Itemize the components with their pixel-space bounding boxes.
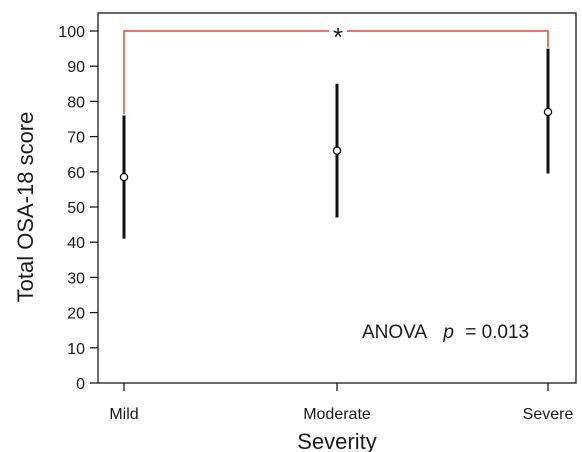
y-axis-title: Total OSA-18 score — [13, 112, 38, 303]
y-tick-label: 100 — [58, 24, 85, 41]
mean-point-mild — [119, 172, 129, 182]
anova-p-value: = 0.013 — [465, 322, 529, 343]
x-tick-label: Severe — [523, 406, 574, 423]
anova-annotation: ANOVA p = 0.013 — [362, 322, 529, 343]
significance-label-backdrop — [329, 23, 347, 39]
anova-prefix: ANOVA — [362, 322, 427, 343]
y-tick-label: 90 — [67, 59, 85, 76]
mean-point-severe — [543, 107, 553, 117]
y-tick-label: 60 — [67, 165, 85, 182]
y-tick-label: 80 — [67, 94, 85, 111]
y-tick-label: 70 — [67, 130, 85, 147]
chart-marks: * — [119, 22, 553, 239]
axes: 0 10 20 30 40 50 60 70 80 90 100 Mild Moderate Severe — [58, 12, 577, 423]
x-tick-label: Moderate — [303, 406, 371, 423]
x-axis-title: Severity — [297, 429, 376, 452]
y-tick-label: 40 — [67, 235, 85, 252]
significance-star: * — [333, 22, 343, 52]
y-tick-label: 10 — [67, 341, 85, 358]
y-tick-label: 0 — [76, 376, 85, 393]
mean-point-moderate — [332, 146, 342, 155]
y-tick-label: 20 — [67, 306, 85, 323]
y-tick-label: 30 — [67, 270, 85, 287]
anova-p-symbol: p — [442, 322, 454, 343]
x-tick-label: Mild — [109, 406, 138, 423]
y-tick-label: 50 — [67, 200, 85, 217]
